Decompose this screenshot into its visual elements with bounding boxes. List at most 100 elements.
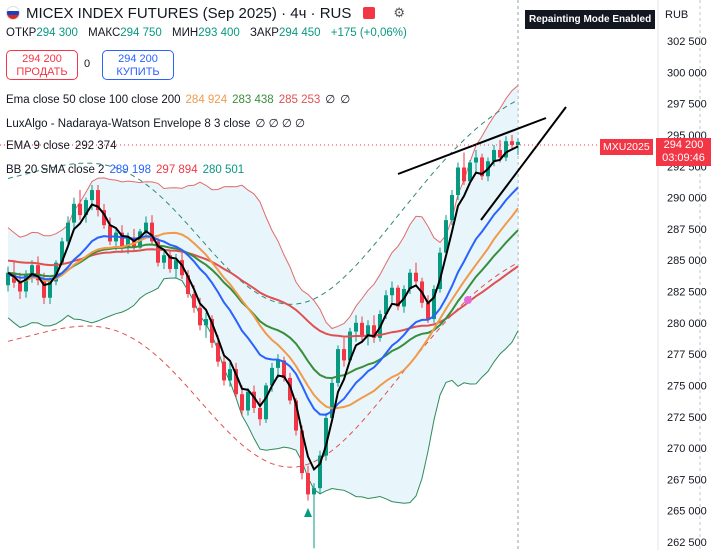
candle-body (18, 282, 22, 292)
ema-empty-2: ∅ (340, 94, 351, 106)
low-value: 293 400 (198, 27, 240, 39)
close-label: ЗАКР (249, 27, 279, 39)
y-tick-label: 287 500 (667, 224, 707, 236)
spread-value: 0 (84, 58, 91, 70)
wedge-lower-line (480, 106, 567, 221)
candles (6, 134, 520, 549)
ema-label: Ema close 50 close 100 close 200 (6, 94, 181, 106)
sell-label: ПРОДАТЬ (16, 66, 68, 78)
ema9-value: 292 374 (74, 140, 117, 152)
bollinger-lower (7, 277, 519, 504)
close-value: 294 450 (278, 27, 321, 39)
buy-label: КУПИТЬ (116, 66, 160, 78)
bar-countdown: 03:09:46 (662, 152, 705, 164)
luxalgo-label: LuxAlgo - Nadaraya-Watson Envelope 8 3 c… (6, 118, 251, 130)
candle-body (6, 272, 10, 286)
nw-envelope-upper (7, 99, 519, 305)
russia-flag-icon (6, 6, 20, 20)
y-tick-label: 272 500 (667, 412, 707, 424)
flag-marker-icon[interactable] (363, 7, 376, 19)
indicator-ema9-legend[interactable]: EMA 9 close 292 374 (6, 140, 122, 152)
candle-body (312, 488, 316, 495)
indicator-lines (0, 106, 658, 517)
candle-body (426, 302, 430, 320)
candle-body (78, 203, 82, 216)
candle-body (366, 325, 370, 337)
candle-body (102, 210, 106, 226)
y-tick-label: 270 000 (667, 443, 707, 455)
chart-header: MICEX INDEX FUTURES (Sep 2025) · 4ч · RU… (0, 0, 405, 26)
candle-body (48, 281, 52, 298)
candle-body (276, 360, 280, 368)
buy-price: 294 200 (118, 53, 158, 65)
candle-body (264, 385, 268, 420)
ema50-value: 284 924 (185, 94, 228, 106)
candle-body (438, 252, 442, 289)
candle-body (348, 331, 352, 361)
repainting-mode-badge: Repainting Mode Enabled (525, 10, 656, 29)
candle-body (234, 369, 238, 395)
candle-body (306, 473, 310, 495)
candle-body (42, 280, 46, 298)
y-tick-label: 302 500 (667, 36, 707, 48)
candle-body (258, 407, 262, 420)
candle-body (198, 307, 202, 326)
luxalgo-values: ∅ ∅ ∅ ∅ (255, 118, 306, 130)
candle-body (480, 157, 484, 177)
candle-body (174, 260, 178, 269)
bb-basis-line (7, 186, 519, 416)
candle-body (222, 361, 226, 381)
bollinger-upper (7, 85, 519, 330)
bb-lower-value: 280 501 (202, 164, 245, 176)
settings-gear-icon[interactable]: ⚙ (393, 5, 406, 20)
candle-body (468, 162, 472, 182)
nw-envelope-lower (7, 262, 519, 468)
indicator-ema-legend[interactable]: Ema close 50 close 100 close 200 284 924 2… (6, 92, 355, 106)
candle-body (72, 203, 76, 223)
candle-body (432, 288, 436, 320)
candle-body (270, 367, 274, 386)
y-tick-label: 300 000 (667, 67, 707, 79)
candle-body (144, 222, 148, 232)
symbol-price-tag: MXU2025 (600, 139, 653, 155)
sell-button[interactable]: 294 200 ПРОДАТЬ (6, 50, 78, 80)
low-label: МИН (172, 27, 199, 39)
y-tick-label: 275 000 (667, 380, 707, 392)
candle-body (510, 141, 514, 145)
candle-body (156, 241, 160, 263)
indicator-luxalgo-legend[interactable]: LuxAlgo - Nadaraya-Watson Envelope 8 3 c… (6, 116, 310, 130)
open-label: ОТКР (6, 27, 37, 39)
candle-body (120, 232, 124, 248)
chart-grid (517, 0, 701, 550)
candle-body (408, 272, 412, 289)
symbol-title[interactable]: MICEX INDEX FUTURES (Sep 2025) · 4ч · RU… (26, 4, 352, 22)
candle-body (390, 287, 394, 296)
ema200-value: 285 253 (278, 94, 321, 106)
y-tick-label: 282 500 (667, 287, 707, 299)
candle-body (192, 294, 196, 308)
candle-body (330, 382, 334, 419)
candle-body (360, 322, 364, 337)
candle-body (282, 360, 286, 378)
candle-body (474, 157, 478, 163)
candle-body (150, 222, 154, 242)
candle-body (204, 319, 208, 326)
candle-body (162, 255, 166, 263)
candle-body (90, 190, 94, 201)
last-price: 294 200 (663, 139, 704, 151)
ema-200-line (7, 248, 519, 338)
candle-body (126, 237, 130, 248)
buy-button[interactable]: 294 200 КУПИТЬ (102, 50, 174, 80)
ohlc-legend: ОТКР294 300 МАКС294 750 МИН293 400 ЗАКР2… (6, 27, 414, 39)
buy-signal-marker (304, 508, 312, 517)
indicator-bb-legend[interactable]: BB 20 SMA close 2 289 198 297 894 280 501 (6, 164, 249, 176)
candle-body (342, 349, 346, 361)
candle-body (228, 369, 232, 381)
candle-body (168, 255, 172, 269)
high-value: 294 750 (120, 27, 162, 39)
ema-50-line (7, 207, 519, 410)
candle-body (294, 400, 298, 431)
currency-label[interactable]: RUB (665, 9, 689, 21)
